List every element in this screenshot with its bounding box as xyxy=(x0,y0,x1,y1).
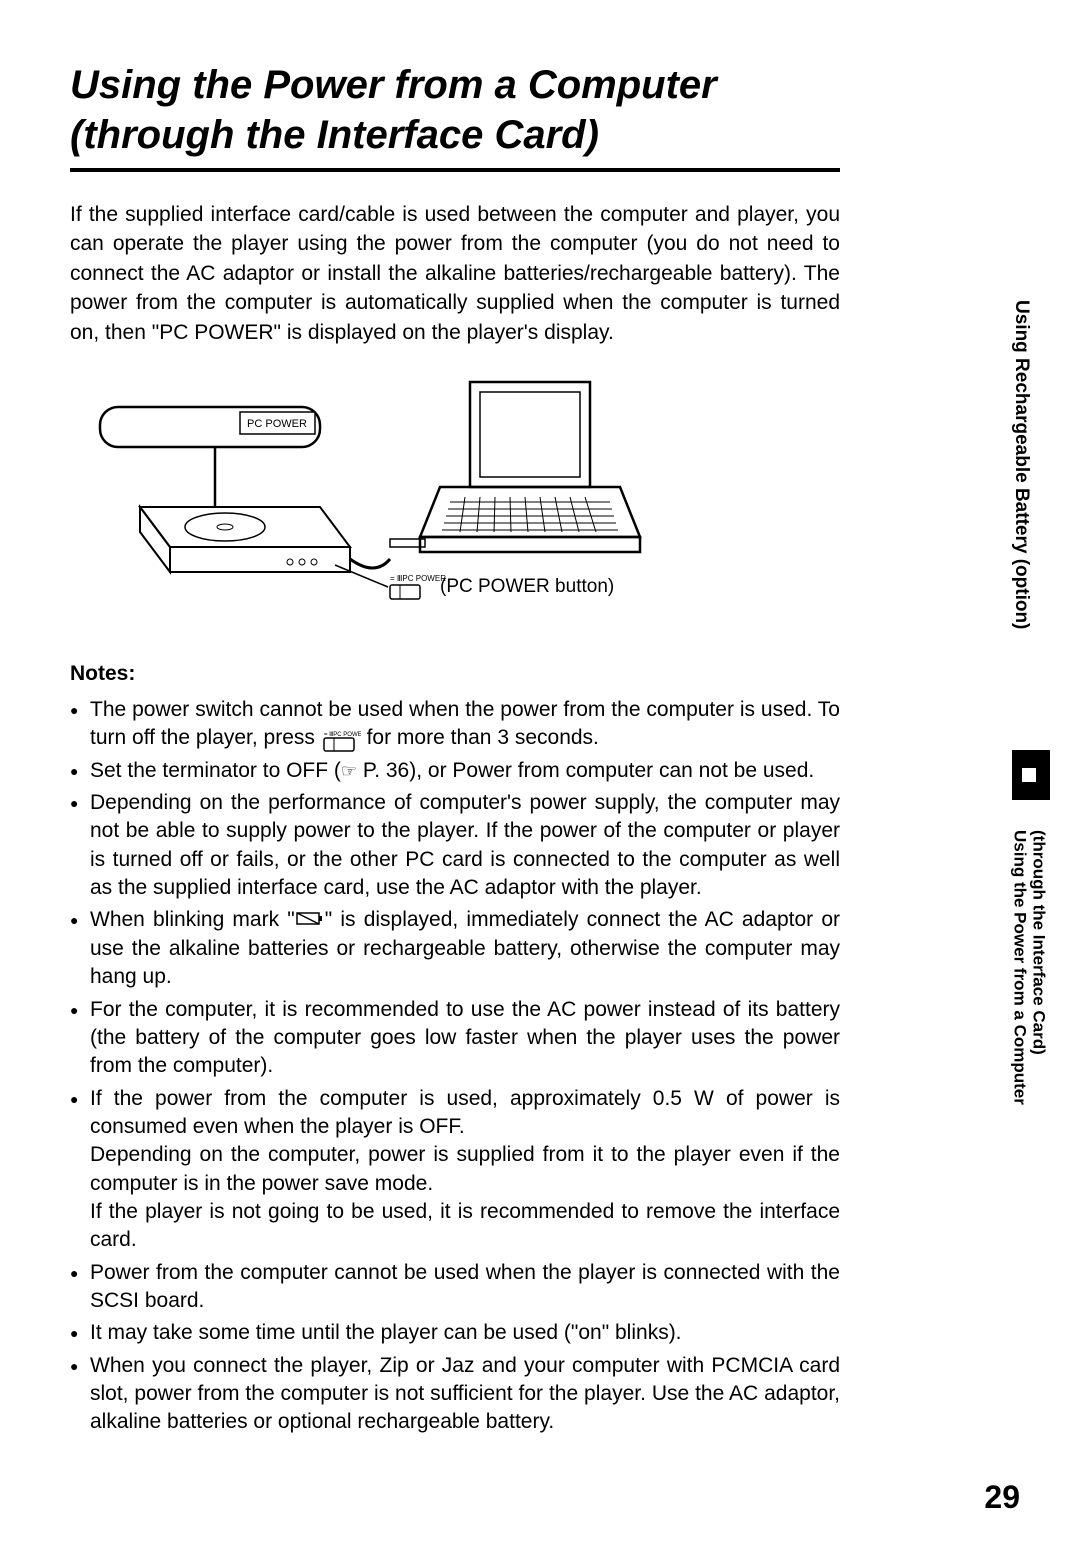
side-label-battery: Using Rechargeable Battery (option) xyxy=(1010,300,1032,629)
note-item: When blinking mark "" is displayed, imme… xyxy=(70,906,840,991)
page-number: 29 xyxy=(984,1479,1020,1516)
pc-power-button-icon: = ⅢPC POWER xyxy=(321,729,361,749)
section-tab-marker xyxy=(1012,750,1050,800)
svg-text:= ⅢPC POWER: = ⅢPC POWER xyxy=(390,574,446,583)
note-item: It may take some time until the player c… xyxy=(70,1319,840,1347)
reference-icon: ☞ xyxy=(341,759,357,783)
intro-paragraph: If the supplied interface card/cable is … xyxy=(70,200,840,347)
note-text: for more than 3 seconds. xyxy=(367,726,599,749)
note-item: If the power from the computer is used, … xyxy=(70,1085,840,1255)
button-label: (PC POWER button) xyxy=(440,576,614,597)
display-text: PC POWER xyxy=(247,418,307,430)
side-label-line: Using the Power from a Computer xyxy=(1011,830,1030,1105)
notes-list: The power switch cannot be used when the… xyxy=(70,696,840,1437)
note-item: The power switch cannot be used when the… xyxy=(70,696,840,753)
note-item: For the computer, it is recommended to u… xyxy=(70,996,840,1081)
battery-low-icon xyxy=(295,907,325,935)
side-tab-labels: Using Rechargeable Battery (option) (thr… xyxy=(1010,300,1050,1300)
note-item: Power from the computer cannot be used w… xyxy=(70,1259,840,1316)
side-label-power: (through the Interface Card) Using the P… xyxy=(1010,830,1047,1105)
note-text: Set the terminator to OFF ( xyxy=(90,759,341,782)
svg-text:= ⅢPC POWER: = ⅢPC POWER xyxy=(324,732,361,738)
note-item: Set the terminator to OFF (☞ P. 36), or … xyxy=(70,757,840,785)
side-label-line: (through the Interface Card) xyxy=(1029,830,1048,1055)
note-text: P. 36), or Power from computer can not b… xyxy=(357,759,814,782)
notes-heading: Notes: xyxy=(70,662,840,686)
page-title: Using the Power from a Computer (through… xyxy=(70,60,840,160)
note-item: Depending on the performance of computer… xyxy=(70,789,840,902)
title-underline xyxy=(70,168,840,172)
note-text: When blinking mark " xyxy=(90,908,295,931)
note-item: When you connect the player, Zip or Jaz … xyxy=(70,1352,840,1437)
connection-diagram: PC POWER = ⅢPC POWER (PC POWER button) xyxy=(70,377,840,612)
